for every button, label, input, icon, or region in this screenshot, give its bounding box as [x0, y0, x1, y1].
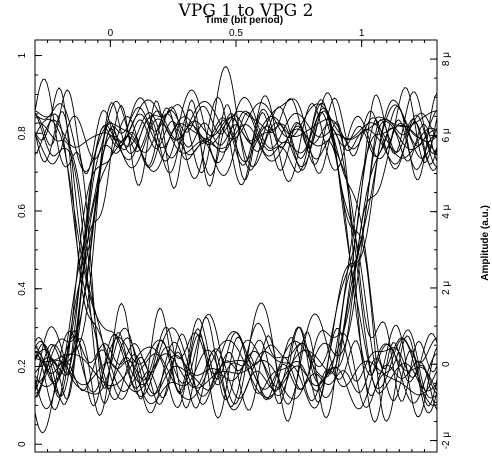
right-y-tick-label: 8 μ [441, 52, 452, 66]
eye-traces [34, 65, 438, 434]
right-y-tick-label: 6 μ [441, 128, 452, 142]
left-y-tick-label: 0.8 [17, 126, 28, 140]
left-y-tick-label: 0.6 [17, 204, 28, 218]
eye-trace [34, 316, 438, 411]
left-y-tick-label: 0 [17, 441, 28, 447]
right-y-tick-label: 0 [441, 361, 452, 367]
x-tick-label: 0.5 [229, 28, 243, 39]
right-y-tick-label: 4 μ [441, 204, 452, 218]
left-y-tick-label: 0.4 [17, 281, 28, 295]
eye-trace [34, 89, 438, 402]
chart-title: VPG 1 to VPG 2 [178, 1, 314, 21]
axis-ticks: 0 0.5 1 0 0.2 0.4 0.6 0.8 1 -2 μ 0 2 μ 4 μ 6 μ 8 μ [17, 28, 452, 452]
left-y-tick-label: 0.2 [17, 359, 28, 373]
eye-trace [34, 89, 438, 407]
x-tick-label: 0 [108, 28, 114, 39]
left-y-tick-label: 1 [17, 52, 28, 58]
y-axis-label: Amplitude (a.u.) [480, 205, 491, 281]
eye-trace [34, 86, 438, 385]
eye-trace [34, 121, 437, 400]
x-axis-label: Time (bit period) [205, 15, 283, 26]
eye-trace [34, 95, 438, 399]
eye-trace [34, 122, 438, 411]
right-y-tick-label: -2 μ [441, 432, 452, 450]
eye-trace [34, 78, 438, 400]
eye-trace [34, 99, 438, 397]
eye-trace [34, 104, 438, 404]
eye-trace [34, 110, 438, 400]
eye-trace [34, 87, 438, 405]
eye-trace [34, 65, 438, 410]
right-y-tick-label: 2 μ [441, 281, 452, 295]
x-tick-label: 1 [359, 28, 365, 39]
plot-frame [34, 39, 438, 453]
eye-trace [34, 332, 438, 423]
